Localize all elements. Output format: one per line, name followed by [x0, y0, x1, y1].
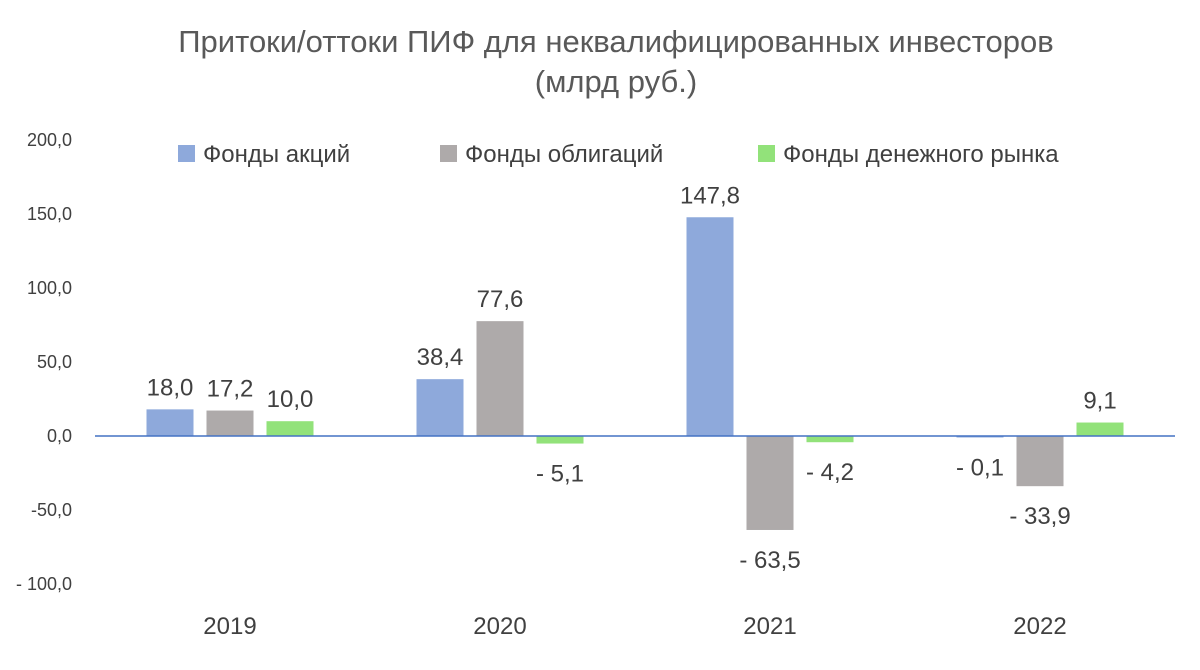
data-label: 38,4	[417, 344, 464, 371]
bar	[266, 421, 314, 436]
data-label: - 63,5	[739, 547, 800, 574]
legend-label: Фонды облигаций	[465, 141, 663, 168]
bar	[806, 436, 854, 443]
x-tick-label: 2019	[203, 613, 256, 640]
legend-swatch	[178, 145, 195, 162]
chart-title-sub: (млрд руб.)	[534, 64, 698, 99]
y-tick-label: 150,0	[27, 204, 72, 224]
y-tick-label: 0,0	[47, 426, 72, 446]
data-label: - 0,1	[956, 455, 1004, 482]
bar	[1076, 422, 1124, 436]
y-tick-label: 50,0	[37, 352, 72, 372]
x-tick-label: 2021	[743, 613, 796, 640]
data-label: 17,2	[207, 376, 254, 403]
data-label: 18,0	[147, 374, 194, 401]
bar	[536, 436, 584, 444]
data-label: 147,8	[680, 182, 740, 209]
data-labels-group: 18,0 17,2 10,0 38,4 77,6 - 5,1 147,8 - 63,5 - 4,…	[147, 182, 1117, 574]
x-tick-label: 2020	[473, 613, 526, 640]
y-tick-label: -50,0	[31, 500, 72, 520]
y-tick-label: 200,0	[27, 130, 72, 150]
legend-label: Фонды денежного рынка	[783, 141, 1059, 168]
data-label: - 33,9	[1009, 503, 1070, 530]
data-label: 77,6	[477, 286, 524, 313]
bar	[1016, 436, 1064, 487]
bar	[476, 321, 524, 436]
y-axis-tick-labels: 200,0 150,0 100,0 50,0 0,0 -50,0 - 100,0	[16, 130, 72, 594]
legend-swatch	[758, 145, 775, 162]
bar	[146, 409, 194, 436]
bar	[746, 436, 794, 530]
bar	[206, 410, 254, 436]
y-tick-label: 100,0	[27, 278, 72, 298]
data-label: 10,0	[267, 386, 314, 413]
chart-title-main: Притоки/оттоки ПИФ для неквалифицированн…	[178, 24, 1054, 59]
bars-group	[146, 217, 1124, 530]
data-label: 9,1	[1083, 388, 1116, 415]
legend-swatch	[440, 145, 457, 162]
bar	[416, 379, 464, 436]
chart-title: Притоки/оттоки ПИФ для неквалифицированн…	[0, 22, 1200, 102]
data-label: - 4,2	[806, 459, 854, 486]
bar	[686, 217, 734, 436]
legend: Фонды акций Фонды облигаций Фонды денежног…	[178, 141, 1059, 168]
x-axis-tick-labels: 2019 2020 2021 2022	[203, 613, 1066, 640]
y-tick-label: - 100,0	[16, 574, 72, 594]
legend-label: Фонды акций	[203, 141, 350, 168]
x-tick-label: 2022	[1013, 613, 1066, 640]
data-label: - 5,1	[536, 461, 584, 488]
